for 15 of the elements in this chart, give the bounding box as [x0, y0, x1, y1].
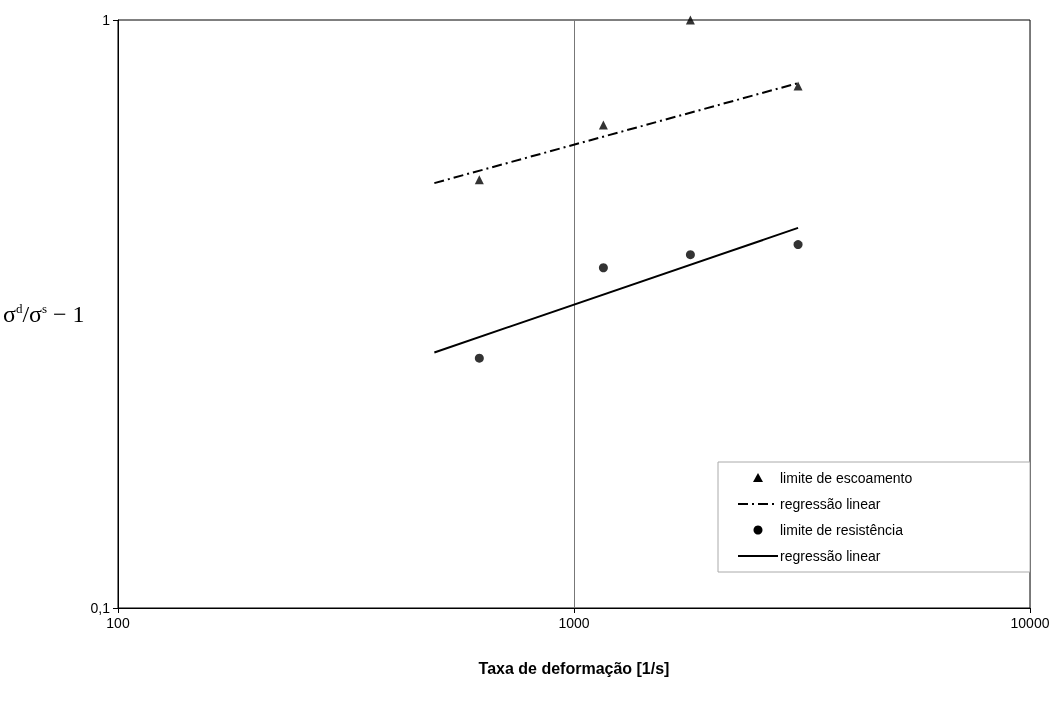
y-tick-label: 1 — [102, 12, 111, 28]
x-tick-label: 100 — [106, 615, 130, 631]
point — [793, 81, 803, 91]
legend-label: limite de resistência — [780, 522, 904, 538]
point — [685, 15, 695, 25]
point — [685, 250, 695, 260]
legend-label: limite de escoamento — [780, 470, 913, 486]
legend-label: regressão linear — [780, 496, 881, 512]
x-axis-title: Taxa de deformação [1/s] — [478, 659, 670, 677]
y-tick-label: 0,1 — [90, 600, 111, 616]
x-tick-label: 10000 — [1010, 615, 1050, 631]
legend-label: regressão linear — [780, 548, 881, 564]
point — [474, 353, 484, 363]
point — [793, 240, 803, 250]
x-tick-label: 1000 — [558, 615, 590, 631]
